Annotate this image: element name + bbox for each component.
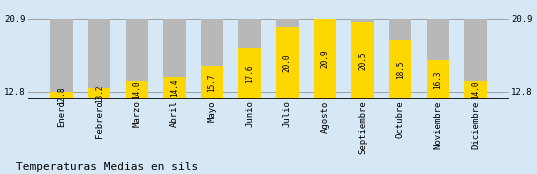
Bar <box>163 77 186 99</box>
Bar <box>126 19 148 99</box>
Bar <box>314 19 336 99</box>
Text: 17.6: 17.6 <box>245 65 254 83</box>
Bar <box>88 88 111 99</box>
Text: 12.8: 12.8 <box>57 86 66 105</box>
Bar <box>126 81 148 99</box>
Bar <box>88 19 111 99</box>
Bar <box>276 27 299 99</box>
Bar <box>238 19 261 99</box>
Text: 14.4: 14.4 <box>170 79 179 97</box>
Text: 15.7: 15.7 <box>208 73 216 92</box>
Bar <box>464 81 487 99</box>
Bar <box>426 19 449 99</box>
Bar <box>426 60 449 99</box>
Text: 18.5: 18.5 <box>396 60 405 79</box>
Bar <box>464 19 487 99</box>
Bar <box>389 40 411 99</box>
Bar <box>351 19 374 99</box>
Bar <box>238 48 261 99</box>
Bar <box>50 19 73 99</box>
Text: 20.0: 20.0 <box>283 54 292 72</box>
Bar <box>201 66 223 99</box>
Text: 20.5: 20.5 <box>358 51 367 70</box>
Text: Temperaturas Medias en sils: Temperaturas Medias en sils <box>16 162 198 172</box>
Text: 20.9: 20.9 <box>321 50 329 68</box>
Bar <box>276 19 299 99</box>
Text: 14.0: 14.0 <box>471 81 480 99</box>
Bar <box>163 19 186 99</box>
Text: 14.0: 14.0 <box>132 81 141 99</box>
Bar <box>314 19 336 99</box>
Text: 16.3: 16.3 <box>433 70 442 89</box>
Text: 13.2: 13.2 <box>95 84 104 103</box>
Bar <box>389 19 411 99</box>
Bar <box>50 92 73 99</box>
Bar <box>201 19 223 99</box>
Bar <box>351 22 374 99</box>
